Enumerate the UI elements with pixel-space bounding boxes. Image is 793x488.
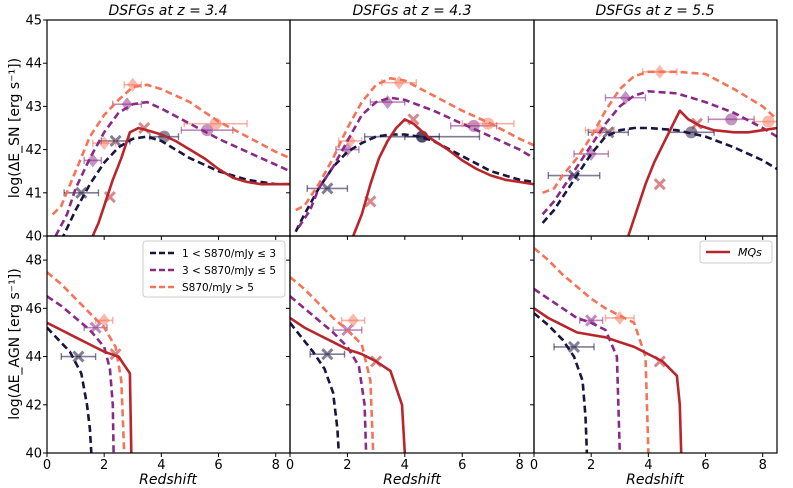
y-tick-label: 43 xyxy=(25,100,42,115)
series-bin1 xyxy=(294,133,534,233)
y-axis-label-bottom: log(ΔE_AGN [erg s⁻¹]) xyxy=(7,268,23,419)
series-bin1 xyxy=(61,135,290,236)
data-point-diamond xyxy=(614,310,626,325)
data-point-diamond xyxy=(619,90,631,105)
panel-3-sn xyxy=(541,64,777,236)
y-tick-label: 44 xyxy=(25,350,42,365)
x-tick-label: 2 xyxy=(587,458,595,473)
panel-title-1: DSFGs at z = 3.4 xyxy=(108,3,227,19)
y-axis-label-top: log(ΔE_SN [erg s⁻¹]) xyxy=(7,58,23,198)
data-point-diamond xyxy=(98,136,110,151)
x-tick-label: 4 xyxy=(401,458,409,473)
data-point-cross xyxy=(321,182,334,195)
data-point-diamond xyxy=(87,153,99,168)
series-bin3 xyxy=(290,276,375,453)
legend-label-bin1: 1 < S870/mJy ≤ 3 xyxy=(182,248,276,260)
x-tick-label: 0 xyxy=(43,458,51,473)
legend-bins: 1 < S870/mJy ≤ 3 3 < S870/mJy ≤ 5 S870/m… xyxy=(142,240,286,298)
data-point-diamond xyxy=(121,97,133,112)
legend-label-bin2: 3 < S870/mJy ≤ 5 xyxy=(182,265,276,277)
x-axis-label-3: Redshift xyxy=(626,472,684,488)
legend-mq-frame xyxy=(699,240,773,264)
y-tick-label: 42 xyxy=(25,398,42,413)
y-tick-label: 44 xyxy=(25,57,42,72)
panel-1-agn xyxy=(47,271,133,453)
series-bin2 xyxy=(297,96,534,229)
series-mq xyxy=(290,316,407,453)
panel-2-sn xyxy=(294,75,534,236)
series-bin3 xyxy=(51,83,290,216)
panel-title-2: DSFGs at z = 4.3 xyxy=(352,3,471,19)
data-point-circle xyxy=(725,113,738,126)
y-tick-label: 46 xyxy=(25,302,42,317)
data-point-diamond xyxy=(347,313,359,328)
data-point-cross xyxy=(321,348,334,361)
data-point-circle xyxy=(201,124,214,137)
series-bin1 xyxy=(47,326,93,453)
x-tick-label: 8 xyxy=(272,458,280,473)
legend-mq: MQs xyxy=(699,240,773,264)
x-tick-label: 6 xyxy=(214,458,222,473)
data-point-diamond xyxy=(127,77,139,92)
x-tick-label: 8 xyxy=(759,458,767,473)
x-tick-label: 0 xyxy=(530,458,538,473)
series-bin1 xyxy=(541,126,777,224)
panel-3-agn xyxy=(534,247,683,453)
legend-bins-frame xyxy=(142,240,286,298)
series-bin1 xyxy=(534,312,589,453)
plot-area xyxy=(46,19,778,454)
x-axis-label-2: Redshift xyxy=(383,472,441,488)
series-bin2 xyxy=(54,100,290,236)
panel-frame xyxy=(46,19,291,237)
series-bin3 xyxy=(47,271,126,453)
data-point-diamond xyxy=(344,133,356,148)
series-mq xyxy=(351,118,534,236)
series-bin2 xyxy=(290,295,368,453)
y-tick-label: 41 xyxy=(25,186,42,201)
x-tick-label: 6 xyxy=(458,458,466,473)
legend-label-mq: MQs xyxy=(738,246,762,259)
data-point-diamond xyxy=(382,95,394,110)
x-tick-label: 8 xyxy=(516,458,524,473)
x-tick-label: 2 xyxy=(100,458,108,473)
data-point-circle xyxy=(762,115,775,128)
data-point-diamond xyxy=(98,313,110,328)
panel-frame xyxy=(289,235,535,454)
y-tick-label: 42 xyxy=(25,143,42,158)
y-tick-label: 45 xyxy=(25,14,42,29)
data-point-cross xyxy=(653,178,666,191)
y-tick-label: 40 xyxy=(25,447,42,462)
y-tick-label: 40 xyxy=(25,230,42,245)
x-axis-label-1: Redshift xyxy=(139,472,197,488)
series-bin3 xyxy=(542,70,777,195)
x-tick-label: 2 xyxy=(343,458,351,473)
x-tick-label: 0 xyxy=(286,458,294,473)
y-tick-label: 48 xyxy=(25,254,42,269)
series-mq xyxy=(627,109,777,236)
panel-frame xyxy=(533,235,778,454)
data-point-cross xyxy=(72,350,85,363)
data-point-cross xyxy=(567,340,581,353)
series-bin1 xyxy=(290,321,341,453)
series-mq xyxy=(534,307,683,453)
legend-label-bin3: S870/mJy > 5 xyxy=(182,282,254,294)
series-bin3 xyxy=(295,77,534,212)
x-tick-label: 6 xyxy=(701,458,709,473)
panel-frame xyxy=(289,19,535,237)
panel-2-agn xyxy=(290,276,407,453)
series-bin2 xyxy=(534,287,622,453)
data-point-cross xyxy=(567,169,581,182)
x-tick-label: 4 xyxy=(644,458,652,473)
panel-title-3: DSFGs at z = 5.5 xyxy=(595,3,714,19)
series-mq xyxy=(91,126,290,236)
series-bin3 xyxy=(534,247,650,453)
x-tick-label: 4 xyxy=(157,458,165,473)
series-bin2 xyxy=(541,90,777,216)
panel-1-sn xyxy=(51,77,290,236)
data-point-cross xyxy=(602,126,615,139)
series-mq xyxy=(47,321,133,453)
